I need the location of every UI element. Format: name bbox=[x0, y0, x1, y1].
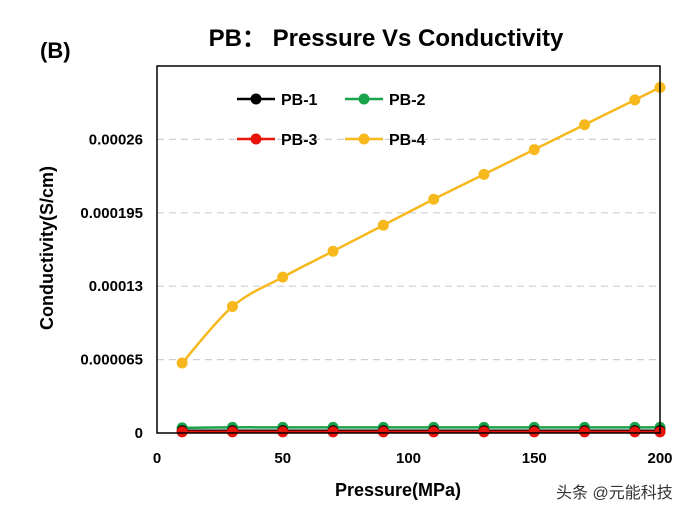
plot-frame bbox=[156, 65, 661, 434]
y-tick-label: 0.00026 bbox=[89, 131, 143, 148]
data-point bbox=[478, 426, 490, 438]
data-point bbox=[377, 219, 389, 231]
x-tick-label: 150 bbox=[522, 450, 547, 467]
data-point bbox=[176, 426, 188, 438]
legend-marker bbox=[358, 93, 370, 105]
y-tick-label: 0.00013 bbox=[89, 278, 143, 295]
data-point bbox=[277, 271, 289, 283]
legend-item: PB-4 bbox=[345, 132, 426, 149]
legend-marker bbox=[250, 93, 262, 105]
x-tick-label: 200 bbox=[647, 450, 672, 467]
series-pb-3 bbox=[176, 426, 666, 438]
x-tick-label: 50 bbox=[274, 450, 291, 467]
legend-label: PB-1 bbox=[281, 92, 318, 109]
data-point bbox=[579, 119, 591, 131]
x-tick-label: 0 bbox=[153, 450, 161, 467]
legend-label: PB-4 bbox=[389, 132, 426, 149]
y-axis-label: Conductivity(S/cm) bbox=[37, 166, 57, 330]
legend-item: PB-1 bbox=[237, 92, 318, 109]
y-tick-label: 0 bbox=[135, 425, 143, 442]
x-tick-label: 100 bbox=[396, 450, 421, 467]
watermark: 头条 @元能科技 bbox=[556, 484, 673, 502]
series-line bbox=[181, 86, 661, 364]
data-point bbox=[428, 426, 440, 438]
x-axis-label: Pressure(MPa) bbox=[335, 480, 461, 500]
data-point bbox=[327, 426, 339, 438]
data-point bbox=[629, 94, 641, 106]
legend-item: PB-3 bbox=[237, 132, 318, 149]
panel-label: (B) bbox=[40, 38, 71, 63]
y-tick-label: 0.000195 bbox=[80, 205, 143, 222]
data-point bbox=[528, 144, 540, 156]
legend-item: PB-2 bbox=[345, 92, 426, 109]
data-point bbox=[277, 426, 289, 438]
data-point bbox=[226, 301, 238, 313]
data-point bbox=[629, 426, 641, 438]
data-point bbox=[226, 426, 238, 438]
data-point bbox=[528, 426, 540, 438]
y-tick-label: 0.000065 bbox=[80, 352, 143, 369]
legend-marker bbox=[358, 133, 370, 145]
data-point bbox=[428, 193, 440, 205]
data-point bbox=[176, 357, 188, 369]
legend-label: PB-2 bbox=[389, 92, 426, 109]
data-point bbox=[478, 168, 490, 180]
y-tick-labels: 0 0.000065 0.00013 0.000195 0.00026 bbox=[80, 131, 143, 442]
data-point bbox=[377, 426, 389, 438]
series-pb-4 bbox=[176, 81, 666, 369]
legend-label: PB-3 bbox=[281, 132, 318, 149]
x-tick-labels: 0 50 100 150 200 bbox=[153, 450, 673, 467]
data-point bbox=[327, 245, 339, 257]
gridlines bbox=[157, 138, 660, 361]
legend: PB-1 PB-2 PB-3 PB-4 bbox=[237, 92, 426, 149]
data-point bbox=[579, 426, 591, 438]
series-layer bbox=[176, 81, 666, 438]
legend-marker bbox=[250, 133, 262, 145]
chart-title: PB： Pressure Vs Conductivity bbox=[209, 25, 564, 52]
